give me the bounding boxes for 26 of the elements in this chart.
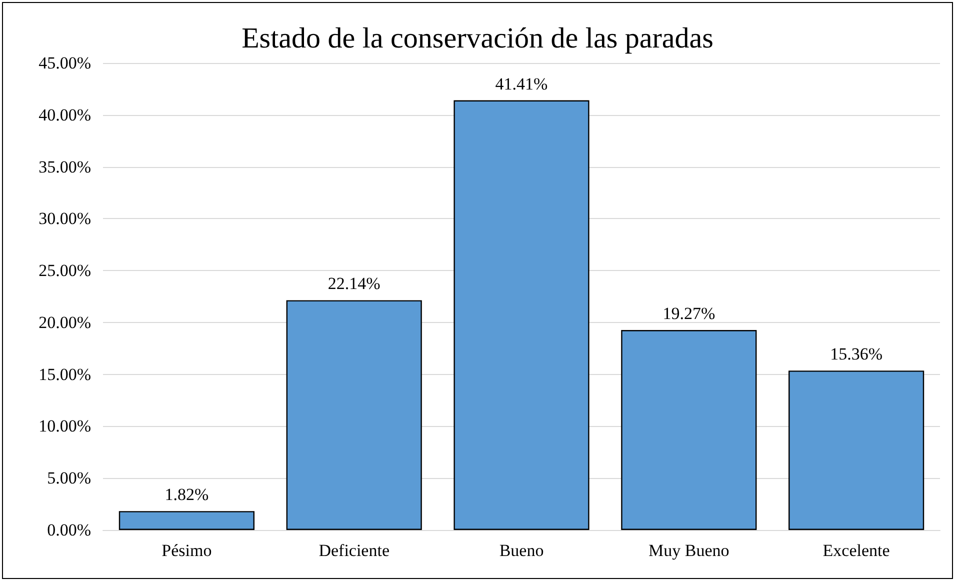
y-tick-label: 20.00%	[38, 312, 91, 332]
y-tick-label: 15.00%	[38, 364, 91, 384]
x-tick-label: Deficiente	[318, 541, 390, 560]
data-label: 22.14%	[328, 274, 380, 294]
bar	[788, 370, 924, 530]
x-tick-label: Excelente	[822, 541, 890, 560]
y-tick-label: 10.00%	[38, 416, 91, 436]
x-tick-label: Muy Bueno	[648, 541, 730, 560]
chart-title: Estado de la conservación de las paradas	[242, 22, 714, 54]
bar	[286, 300, 422, 530]
y-tick-label: 5.00%	[47, 468, 91, 488]
bar	[118, 511, 254, 530]
y-tick-label: 35.00%	[38, 157, 91, 176]
data-label: 19.27%	[662, 304, 716, 324]
data-label: 15.36%	[830, 344, 883, 364]
data-label: 1.82%	[164, 485, 209, 504]
data-label: 41.41%	[495, 74, 548, 94]
y-tick-label: 40.00%	[38, 105, 91, 124]
bar	[621, 330, 757, 530]
bar	[454, 100, 590, 530]
x-tick-label: Bueno	[499, 541, 544, 560]
x-tick-label: Pésimo	[162, 541, 212, 560]
y-tick-label: 45.00%	[38, 54, 91, 72]
y-tick-label: 30.00%	[38, 209, 91, 228]
y-tick-label: 0.00%	[47, 520, 91, 540]
y-tick-label: 25.00%	[38, 261, 91, 280]
